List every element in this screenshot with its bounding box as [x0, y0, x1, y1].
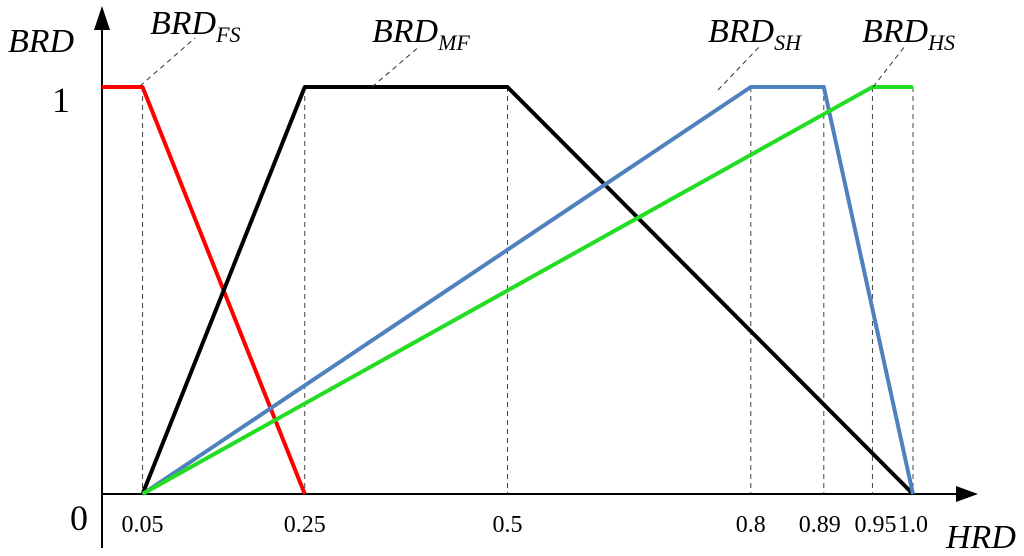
- labels: BRD HRD 1 0: [8, 23, 1016, 556]
- series-leader-lines: [139, 37, 906, 91]
- x-tick-label: 0.5: [493, 512, 523, 538]
- x-tick-label: 0.8: [736, 512, 766, 538]
- series-line-mf: [140, 85, 915, 496]
- y-tick-label-1: 1: [52, 80, 70, 120]
- series-labels: BRDFS BRDMF BRDSH BRDHS: [150, 5, 955, 55]
- x-tick-labels: 0.05 0.25 0.5 0.8 0.89 0.95 1.0: [122, 512, 928, 538]
- series-line-hs: [141, 85, 913, 496]
- leader-line-hs: [872, 45, 906, 88]
- series-lines: [102, 85, 915, 496]
- series-label-sh: BRDSH: [708, 13, 802, 55]
- x-axis-label: HRD: [945, 519, 1016, 556]
- x-tick-label: 1.0: [898, 512, 928, 538]
- x-tick-label: 0.05: [122, 512, 164, 538]
- axes: [94, 6, 978, 548]
- leader-line-fs: [139, 37, 196, 87]
- x-tick-label: 0.89: [799, 512, 841, 538]
- series-label-hs: BRDHS: [862, 13, 955, 55]
- x-tick-label: 0.95: [854, 512, 896, 538]
- series-line-sh: [141, 85, 915, 496]
- series-label-fs: BRDFS: [150, 5, 241, 47]
- x-tick-label: 0.25: [284, 512, 326, 538]
- y-axis-label: BRD: [8, 23, 75, 60]
- series-line-fs: [102, 85, 307, 495]
- series-label-mf: BRDMF: [372, 13, 470, 55]
- y-axis-arrow-icon: [94, 6, 110, 30]
- leader-line-mf: [371, 45, 421, 88]
- leader-line-sh: [717, 45, 761, 91]
- x-axis-arrow-icon: [956, 486, 978, 502]
- guide-lines: [142, 87, 914, 494]
- y-tick-label-0: 0: [70, 498, 88, 538]
